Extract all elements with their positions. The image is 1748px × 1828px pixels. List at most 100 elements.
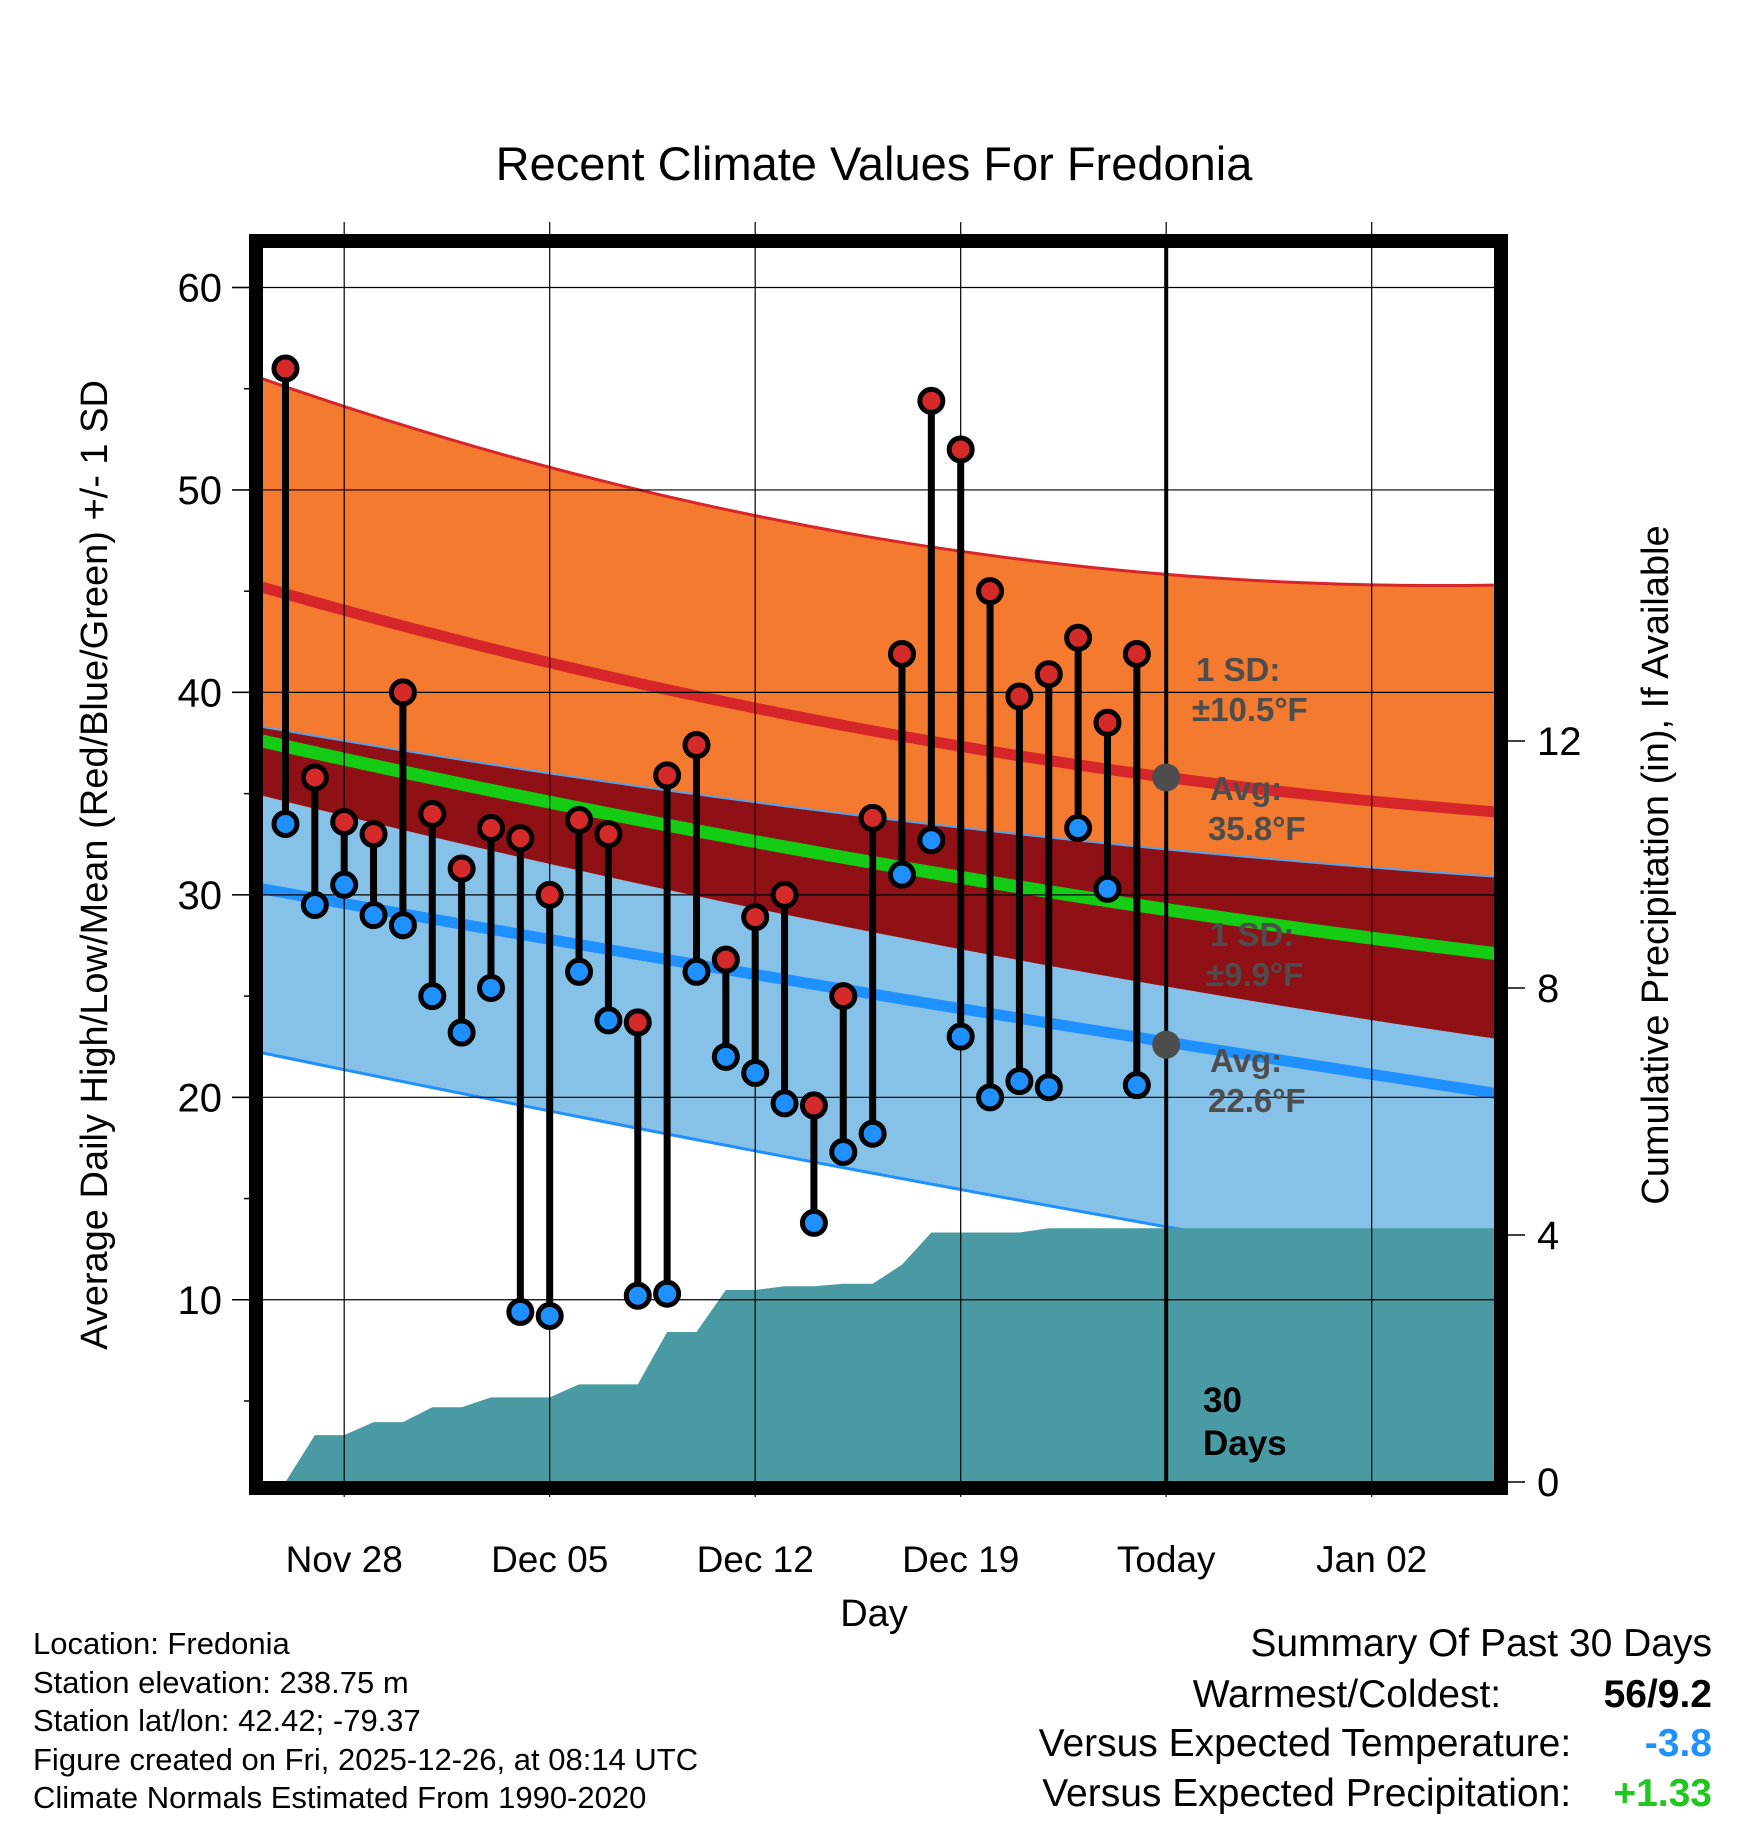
low-temp-marker bbox=[887, 860, 916, 889]
x-tick-label: Dec 05 bbox=[491, 1539, 608, 1580]
x-tick-label: Dec 19 bbox=[902, 1539, 1019, 1580]
x-tick-label: Dec 12 bbox=[697, 1539, 814, 1580]
y-right-tick-label: 4 bbox=[1537, 1214, 1559, 1258]
y-left-tick-label: 20 bbox=[178, 1076, 223, 1120]
low-temp-marker bbox=[1034, 1073, 1063, 1102]
high-temp-marker bbox=[506, 824, 535, 853]
summary-warm-cold: Warmest/Coldest: 56/9.2 bbox=[1193, 1673, 1712, 1717]
today-high-avg-marker bbox=[1152, 763, 1181, 792]
station-elevation: Station elevation: 238.75 m bbox=[33, 1664, 409, 1700]
high-temp-marker bbox=[594, 820, 623, 849]
high-temp-marker bbox=[1093, 708, 1122, 737]
y-right-tick-label: 8 bbox=[1537, 967, 1559, 1011]
mean-avg-line bbox=[262, 734, 1495, 961]
low-temp-marker bbox=[594, 1006, 623, 1035]
chart-title: Recent Climate Values For Fredonia bbox=[496, 137, 1254, 190]
y-axis-left-label: Average Daily High/Low/Mean (Red/Blue/Gr… bbox=[74, 380, 116, 1350]
low-temp-marker bbox=[330, 870, 359, 899]
high-temp-marker bbox=[741, 903, 770, 932]
low-temp-marker bbox=[1122, 1071, 1151, 1100]
low-temp-marker bbox=[976, 1083, 1005, 1112]
low-sd-band bbox=[262, 795, 1495, 1284]
high-temp-marker bbox=[535, 880, 564, 909]
low-avg-value: 22.6°F bbox=[1208, 1082, 1306, 1119]
summary-temp: Versus Expected Temperature: -3.8 bbox=[1039, 1722, 1712, 1766]
climate-normals-note: Climate Normals Estimated From 1990-2020 bbox=[33, 1780, 647, 1815]
summary-precip-value: +1.33 bbox=[1613, 1772, 1712, 1815]
summary-panel: Summary Of Past 30 Days Warmest/Coldest:… bbox=[812, 1618, 1712, 1828]
low-temp-marker bbox=[829, 1137, 858, 1166]
high-temp-marker bbox=[330, 807, 359, 836]
summary-precip: Versus Expected Precipitation: +1.33 bbox=[1042, 1772, 1712, 1816]
high-temp-marker bbox=[359, 820, 388, 849]
summary-warm-cold-label: Warmest/Coldest: bbox=[1192, 1673, 1502, 1716]
high-temp-marker bbox=[388, 678, 417, 707]
low-temp-marker bbox=[535, 1301, 564, 1330]
station-location: Location: Fredonia bbox=[33, 1626, 290, 1661]
bands-group bbox=[262, 377, 1495, 1482]
x-tick-label: Jan 02 bbox=[1316, 1539, 1427, 1580]
low-temp-marker bbox=[271, 810, 300, 839]
low-avg-line bbox=[262, 883, 1495, 1099]
high-sd-upper-line bbox=[262, 377, 1495, 588]
high-temp-marker bbox=[946, 435, 975, 464]
high-temp-marker bbox=[300, 763, 329, 792]
y-right-tick-label: 0 bbox=[1537, 1461, 1559, 1505]
high-avg-value: 35.8°F bbox=[1208, 810, 1306, 847]
high-sd-label: 1 SD: bbox=[1196, 651, 1280, 688]
precip-area bbox=[285, 1228, 1495, 1482]
x-tick-label: Today bbox=[1117, 1539, 1216, 1580]
high-temp-marker bbox=[1064, 623, 1093, 652]
low-temp-marker bbox=[917, 826, 946, 855]
summary-temp-value: -3.8 bbox=[1644, 1722, 1712, 1765]
high-temp-marker bbox=[711, 945, 740, 974]
summary-precip-label: Versus Expected Precipitation: bbox=[1042, 1772, 1572, 1815]
low-temp-marker bbox=[506, 1297, 535, 1326]
high-temp-marker bbox=[770, 880, 799, 909]
low-temp-marker bbox=[623, 1281, 652, 1310]
high-sd-value: ±10.5°F bbox=[1192, 691, 1308, 728]
low-temp-marker bbox=[1064, 814, 1093, 843]
low-temp-marker bbox=[359, 901, 388, 930]
high-temp-marker bbox=[799, 1091, 828, 1120]
figure-created: Figure created on Fri, 2025-12-26, at 08… bbox=[33, 1741, 699, 1777]
low-temp-marker bbox=[711, 1042, 740, 1071]
high-temp-marker bbox=[565, 805, 594, 834]
high-temp-marker bbox=[476, 814, 505, 843]
high-temp-marker bbox=[858, 803, 887, 832]
low-temp-marker bbox=[476, 974, 505, 1002]
high-temp-marker bbox=[447, 854, 476, 883]
low-temp-marker bbox=[418, 982, 447, 1011]
low-temp-marker bbox=[653, 1279, 682, 1308]
y-left-tick-label: 50 bbox=[178, 469, 223, 513]
high-temp-marker bbox=[1034, 660, 1063, 689]
low-temp-marker bbox=[799, 1208, 828, 1237]
station-latlon: Station lat/lon: 42.42; -79.37 bbox=[33, 1703, 421, 1738]
low-temp-marker bbox=[447, 1018, 476, 1047]
summary-title: Summary Of Past 30 Days bbox=[1250, 1622, 1712, 1665]
high-avg-line bbox=[262, 581, 1495, 818]
y-left-tick-label: 10 bbox=[178, 1279, 223, 1323]
high-temp-marker bbox=[418, 799, 447, 828]
y-right-tick-label: 12 bbox=[1537, 720, 1582, 764]
low-temp-marker bbox=[741, 1059, 770, 1088]
x-axis-label: Day bbox=[840, 1593, 908, 1635]
high-temp-marker bbox=[917, 386, 946, 415]
plot-frame bbox=[249, 234, 1508, 1495]
low-temp-marker bbox=[1093, 874, 1122, 903]
low-temp-marker bbox=[565, 957, 594, 986]
days-count-word: Days bbox=[1203, 1424, 1287, 1463]
high-temp-marker bbox=[887, 639, 916, 668]
days-count-number: 30 bbox=[1203, 1381, 1242, 1420]
high-temp-marker bbox=[976, 577, 1005, 606]
low-temp-marker bbox=[858, 1119, 887, 1148]
low-temp-marker bbox=[770, 1089, 799, 1118]
high-temp-marker bbox=[271, 354, 300, 383]
low-sd-value: ±9.9°F bbox=[1206, 956, 1303, 993]
low-temp-marker bbox=[946, 1022, 975, 1051]
low-temp-marker bbox=[1005, 1067, 1034, 1096]
y-left-tick-label: 30 bbox=[178, 874, 223, 918]
high-avg-label: Avg: bbox=[1210, 770, 1282, 807]
